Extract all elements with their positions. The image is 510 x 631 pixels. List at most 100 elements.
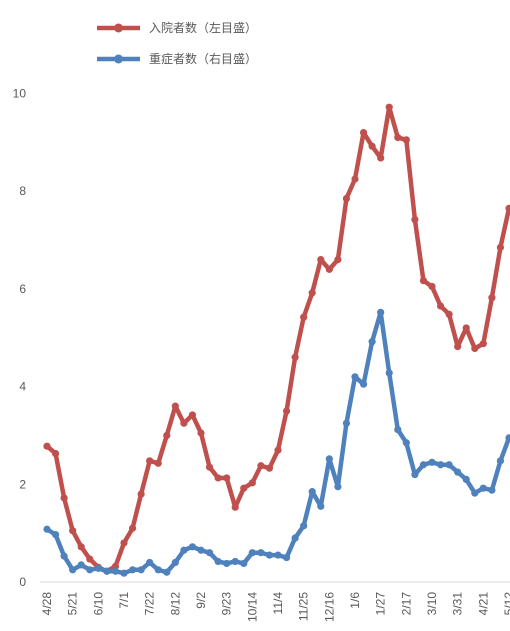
data-point [436, 302, 445, 310]
data-point [488, 294, 496, 302]
data-point [342, 194, 351, 203]
data-point [308, 289, 316, 297]
x-tick-label: 11/25 [297, 592, 311, 621]
data-point [479, 484, 487, 492]
x-tick-label: 3/31 [451, 592, 465, 616]
x-tick-label: 7/1 [117, 592, 131, 609]
y-tick-label: 2 [19, 477, 26, 491]
data-point [163, 431, 171, 440]
data-point [205, 463, 214, 471]
x-tick-label: 8/12 [168, 592, 182, 616]
data-point [282, 407, 291, 415]
data-point [317, 502, 325, 510]
data-point [77, 561, 85, 569]
data-point [385, 369, 393, 377]
data-point [94, 564, 102, 572]
data-point [214, 474, 222, 482]
data-point [171, 558, 179, 567]
data-point [479, 340, 487, 348]
data-point [51, 449, 60, 458]
x-tick-label: 3/10 [425, 592, 439, 616]
data-point [325, 265, 333, 273]
data-point [69, 566, 77, 574]
x-tick-label: 12/16 [322, 592, 336, 622]
data-point [163, 568, 171, 576]
x-axis-tick-labels: 4/28 5/21 6/10 7/1 7/22 8/12 9/2 9/23 10/14 11/4 1… [40, 592, 510, 622]
data-point [128, 524, 137, 532]
legend-item: 入院者数（左目盛） [97, 20, 257, 35]
legend-label: 入院者数（左目盛） [149, 20, 257, 35]
data-point [282, 553, 291, 562]
data-point [325, 455, 333, 463]
data-point [334, 483, 342, 491]
data-point [137, 490, 145, 498]
data-point [351, 175, 359, 183]
series-2 [43, 308, 510, 577]
series-1 [43, 103, 510, 575]
x-tick-label: 9/2 [194, 592, 208, 609]
data-point [197, 546, 205, 554]
data-point [368, 142, 376, 150]
data-point [154, 459, 162, 467]
data-point [60, 552, 68, 560]
x-tick-label: 4/21 [476, 592, 490, 616]
y-tick-label: 12 [13, 0, 27, 3]
data-point [377, 154, 385, 162]
data-point [394, 133, 402, 142]
data-point [300, 522, 308, 530]
data-point [274, 551, 282, 559]
data-point [240, 484, 248, 492]
x-tick-label: 2/17 [399, 592, 413, 616]
x-tick-label: 10/14 [245, 592, 259, 622]
data-point [240, 559, 248, 568]
data-point [120, 539, 128, 547]
y-tick-label: 0 [19, 575, 26, 589]
data-point [103, 567, 111, 575]
data-point [419, 277, 428, 285]
data-point [411, 470, 419, 479]
data-point [471, 489, 479, 497]
x-tick-label: 5/12 [502, 592, 510, 616]
data-point [137, 566, 145, 574]
data-point [77, 543, 85, 551]
data-point [43, 442, 51, 450]
legend-marker [114, 23, 123, 33]
data-point [368, 338, 376, 346]
x-tick-label: 5/21 [66, 592, 80, 616]
y-axis-tick-labels: 0 2 4 6 8 10 12 [13, 0, 27, 589]
data-point [248, 549, 256, 557]
data-point [428, 282, 436, 291]
data-point [257, 462, 265, 470]
data-point [214, 557, 222, 566]
data-point [188, 411, 197, 419]
data-point [223, 559, 231, 568]
data-point [223, 474, 231, 482]
data-point [51, 531, 60, 539]
legend-marker [114, 54, 123, 64]
legend-label: 重症者数（右目盛） [149, 51, 257, 66]
legend: 入院者数（左目盛） 重症者数（右目盛） [97, 20, 257, 66]
data-point [69, 527, 77, 535]
data-point [428, 458, 436, 466]
data-point [317, 255, 325, 264]
data-point [488, 486, 496, 494]
data-point [154, 566, 162, 574]
series-layer [43, 103, 510, 577]
data-point [462, 475, 470, 484]
data-point [231, 503, 239, 511]
x-tick-label: 7/22 [143, 592, 157, 616]
data-point [496, 243, 505, 251]
data-point [445, 310, 453, 318]
data-point [86, 555, 94, 563]
data-point [496, 457, 505, 465]
data-point [402, 136, 410, 144]
data-point [454, 468, 462, 476]
x-tick-label: 4/28 [40, 592, 54, 616]
data-point [505, 204, 510, 212]
data-point [436, 461, 445, 469]
data-point [394, 425, 402, 434]
data-point [231, 557, 239, 566]
x-tick-label: 9/23 [220, 592, 234, 616]
